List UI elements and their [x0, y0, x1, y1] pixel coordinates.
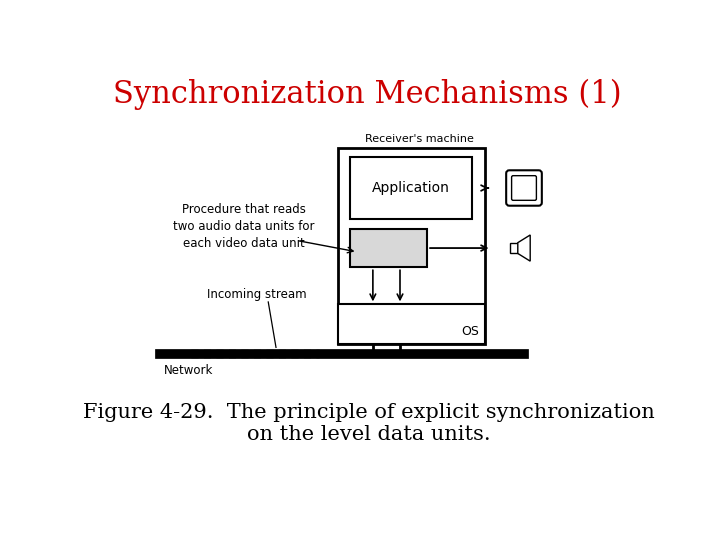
Text: Application: Application	[372, 181, 450, 195]
Text: Figure 4-29.  The principle of explicit synchronization: Figure 4-29. The principle of explicit s…	[83, 403, 655, 422]
Text: Network: Network	[163, 363, 213, 376]
Text: Procedure that reads
two audio data units for
each video data unit: Procedure that reads two audio data unit…	[173, 203, 314, 250]
Text: Incoming stream: Incoming stream	[207, 288, 307, 301]
Bar	[350, 229, 427, 267]
Bar	[338, 304, 485, 345]
Bar	[510, 242, 518, 253]
Bar	[350, 157, 472, 219]
Text: OS: OS	[462, 325, 479, 338]
FancyBboxPatch shape	[512, 176, 536, 200]
Text: on the level data units.: on the level data units.	[247, 425, 491, 444]
FancyBboxPatch shape	[506, 170, 542, 206]
Polygon shape	[518, 235, 530, 261]
Bar	[338, 148, 485, 345]
Text: Synchronization Mechanisms (1): Synchronization Mechanisms (1)	[113, 78, 622, 110]
Text: Receiver's machine: Receiver's machine	[364, 134, 474, 144]
